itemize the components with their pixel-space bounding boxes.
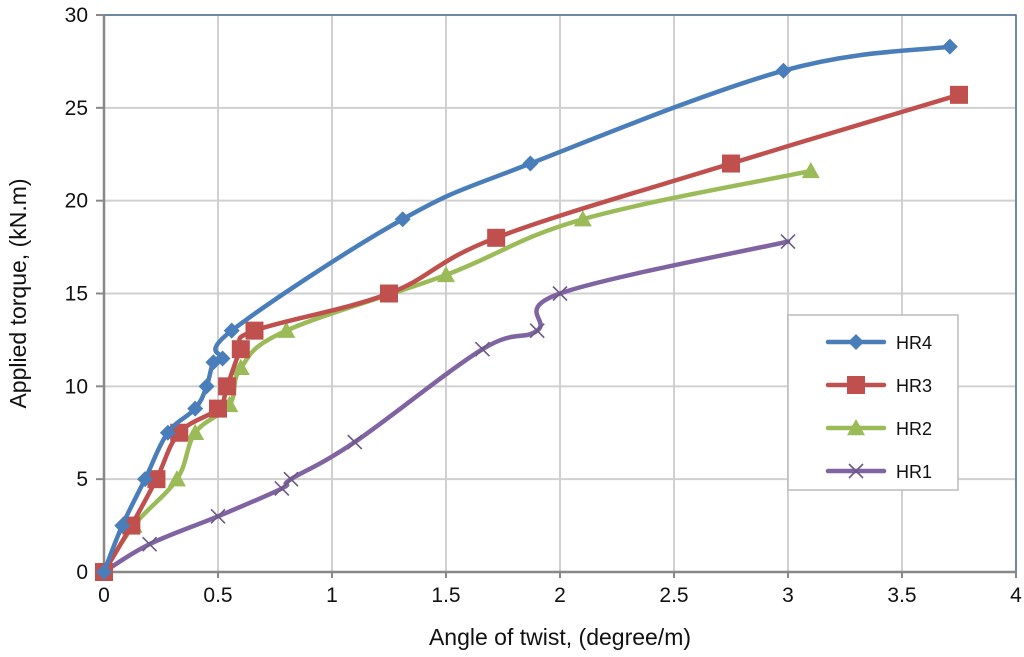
data-point: [487, 228, 506, 247]
legend-label: HR3: [896, 376, 932, 396]
data-point: [775, 62, 792, 79]
data-point: [522, 155, 539, 172]
data-point: [231, 340, 250, 359]
data-point: [122, 516, 141, 535]
data-point: [114, 517, 131, 534]
data-point: [209, 399, 227, 418]
data-point: [223, 322, 240, 339]
x-tick-label: 4: [1010, 584, 1022, 607]
x-tick-label: 2.5: [659, 584, 688, 607]
series-line-hr4: [101, 44, 953, 575]
data-point: [167, 470, 186, 487]
marker-stroke: [474, 341, 491, 357]
marker-stroke: [529, 323, 545, 339]
data-point: [147, 470, 166, 489]
data-point: [552, 285, 568, 302]
y-axis-label: Applied torque, (kN.m): [5, 178, 31, 408]
marker-stroke: [848, 463, 864, 479]
x-tick-label: 0: [98, 584, 110, 607]
data-point: [187, 400, 204, 417]
x-tick-label: 3.5: [887, 584, 916, 607]
y-tick-label: 15: [65, 283, 88, 306]
data-point: [394, 211, 411, 228]
data-point: [198, 378, 215, 395]
series-group: [95, 38, 968, 581]
data-point: [277, 321, 296, 338]
legend-item-hr2: HR2: [825, 419, 932, 439]
data-point: [159, 424, 176, 441]
legend: HR4 HR3 HR2 HR1: [787, 314, 959, 491]
data-point: [941, 38, 958, 55]
y-tick-label: 10: [65, 375, 88, 398]
marker-stroke: [283, 471, 299, 487]
legend-item-hr3: HR3: [825, 376, 932, 396]
data-point: [210, 508, 226, 524]
data-point: [437, 265, 455, 283]
series-hr1: [96, 233, 796, 580]
series-hr3: [95, 85, 968, 581]
data-point: [96, 564, 112, 580]
legend-marker: [847, 376, 865, 394]
y-tick-label: 5: [76, 468, 88, 491]
data-point: [529, 323, 545, 339]
data-point: [950, 85, 968, 104]
data-point: [231, 358, 250, 375]
x-tick-label: 0.5: [203, 584, 232, 607]
data-point: [170, 423, 189, 442]
x-tick-label: 1.5: [431, 584, 460, 607]
data-point: [573, 210, 592, 227]
data-point: [245, 321, 264, 340]
marker-stroke: [142, 536, 158, 552]
legend-item-hr1: HR1: [825, 462, 932, 482]
data-point: [801, 161, 820, 179]
series-hr2: [95, 161, 820, 580]
tick-labels: 0 0.5 1 1.5 2 2.5 3 3.5 4 0 5 10 15 20 25 30: [65, 4, 1023, 607]
x-tick-label: 1: [326, 584, 338, 607]
x-axis-label: Angle of twist, (degree/m): [429, 624, 691, 650]
legend-marker: [848, 463, 864, 479]
y-tick-label: 20: [65, 190, 88, 213]
x-tick-label: 3: [782, 584, 794, 607]
legend-label: HR4: [896, 333, 932, 353]
marker-stroke: [552, 285, 568, 302]
x-tick-label: 2: [554, 584, 566, 607]
legend-item-hr4: HR4: [825, 333, 932, 353]
data-point: [214, 350, 231, 367]
series-hr4: [96, 38, 958, 580]
legend-marker: [848, 334, 864, 350]
y-tick-label: 30: [65, 4, 88, 27]
data-point: [780, 233, 796, 250]
data-point: [722, 154, 740, 173]
data-point: [137, 471, 154, 488]
data-point: [218, 377, 237, 396]
data-point: [347, 434, 363, 450]
data-point: [474, 341, 491, 357]
marker-stroke: [210, 508, 226, 524]
y-tick-label: 25: [65, 97, 88, 120]
data-point: [380, 284, 398, 303]
data-point: [142, 536, 158, 552]
legend-marker: [847, 419, 865, 436]
marker-stroke: [780, 233, 796, 250]
marker-stroke: [347, 434, 363, 450]
legend-label: HR2: [896, 419, 932, 439]
data-point: [186, 423, 205, 440]
legend-label: HR1: [896, 462, 932, 482]
y-tick-label: 0: [76, 561, 88, 584]
data-point: [283, 471, 299, 487]
